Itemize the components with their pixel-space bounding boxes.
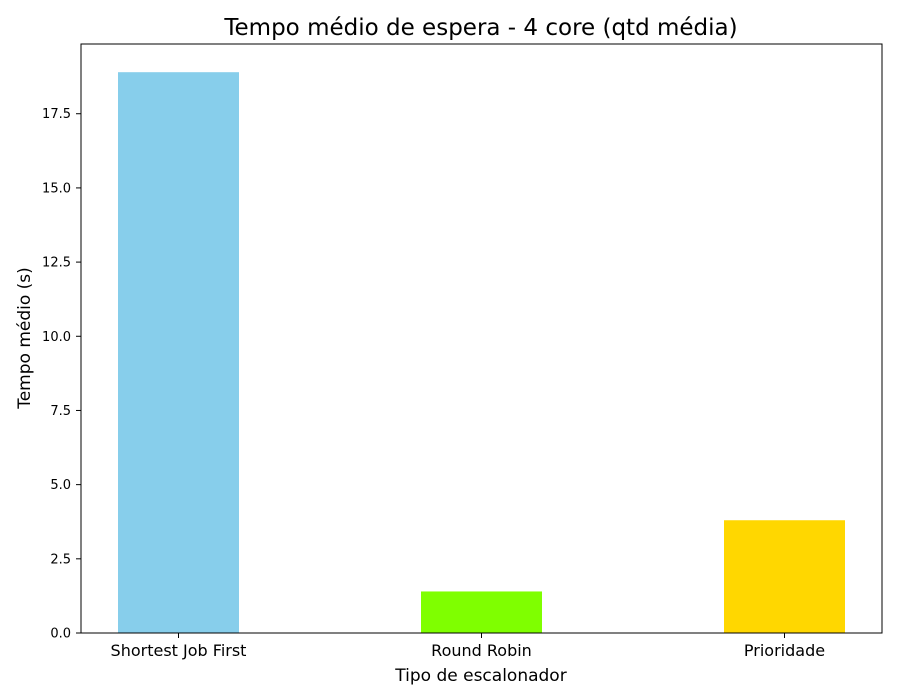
- chart-title: Tempo médio de espera - 4 core (qtd médi…: [223, 15, 737, 41]
- y-tick-label: 12.5: [42, 256, 71, 271]
- y-axis: 0.0 2.5 5.0 7.5 10.0 12.5 15.0 17.5: [42, 107, 81, 642]
- y-tick-label: 5.0: [50, 478, 71, 493]
- y-tick-label: 10.0: [42, 330, 71, 345]
- plot-area: [118, 72, 845, 634]
- y-tick-label: 2.5: [50, 552, 71, 567]
- y-tick-label: 15.0: [42, 181, 71, 196]
- y-axis-label: Tempo médio (s): [15, 267, 35, 410]
- bar-prioridade: [724, 520, 845, 633]
- x-axis-label: Tipo de escalonador: [394, 666, 566, 686]
- bar-round-robin: [421, 591, 542, 633]
- x-tick-label: Prioridade: [744, 641, 825, 660]
- y-tick-label: 7.5: [50, 404, 71, 419]
- x-tick-label: Round Robin: [431, 641, 532, 660]
- y-tick-label: 17.5: [42, 107, 71, 122]
- bar-shortest-job-first: [118, 72, 239, 634]
- x-axis: Shortest Job First Round Robin Prioridade: [111, 633, 825, 660]
- x-tick-label: Shortest Job First: [111, 641, 247, 660]
- y-tick-label: 0.0: [50, 627, 71, 642]
